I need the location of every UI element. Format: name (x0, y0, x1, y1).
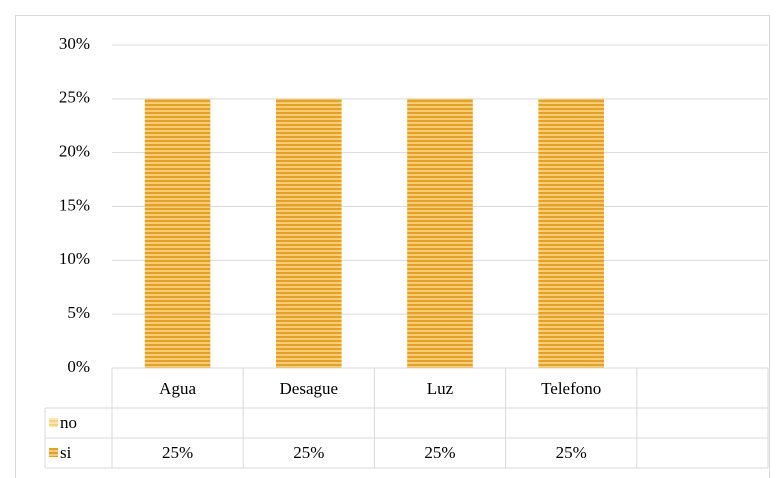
legend-label: si (60, 443, 72, 462)
legend-swatch (49, 418, 58, 427)
x-tick-label: Luz (427, 379, 454, 398)
x-tick-label: Agua (159, 379, 196, 398)
bar (276, 98, 342, 368)
y-tick-label: 5% (67, 303, 90, 322)
x-tick-label: Desague (280, 379, 339, 398)
data-label: 25% (293, 443, 324, 462)
legend-label: no (60, 413, 77, 432)
bar (538, 98, 604, 368)
legend-swatch (49, 448, 58, 457)
data-label: 25% (424, 443, 455, 462)
chart-border (15, 15, 770, 478)
bar (407, 98, 473, 368)
data-label: 25% (162, 443, 193, 462)
y-tick-label: 20% (59, 142, 90, 161)
data-label: 25% (556, 443, 587, 462)
y-tick-label: 10% (59, 249, 90, 268)
y-tick-label: 25% (59, 88, 90, 107)
y-tick-label: 15% (59, 195, 90, 214)
x-tick-label: Telefono (541, 379, 601, 398)
bar (144, 98, 211, 368)
y-tick-label: 0% (67, 357, 90, 376)
y-tick-label: 30% (59, 34, 90, 53)
